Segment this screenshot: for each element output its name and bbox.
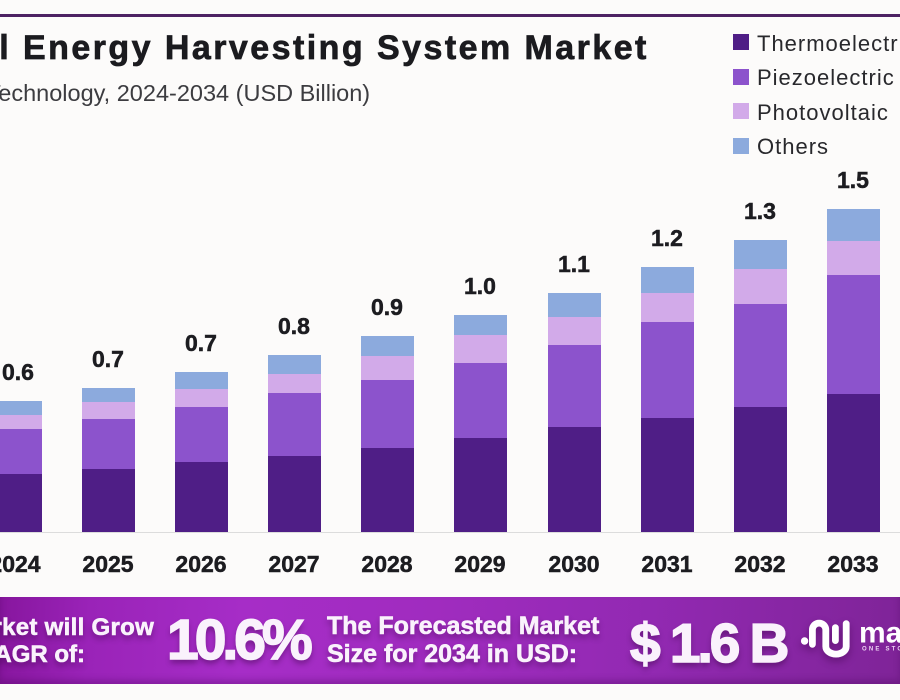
svg-text:mark: mark [859, 617, 900, 650]
svg-text:ONE STOP S: ONE STOP S [862, 647, 900, 653]
